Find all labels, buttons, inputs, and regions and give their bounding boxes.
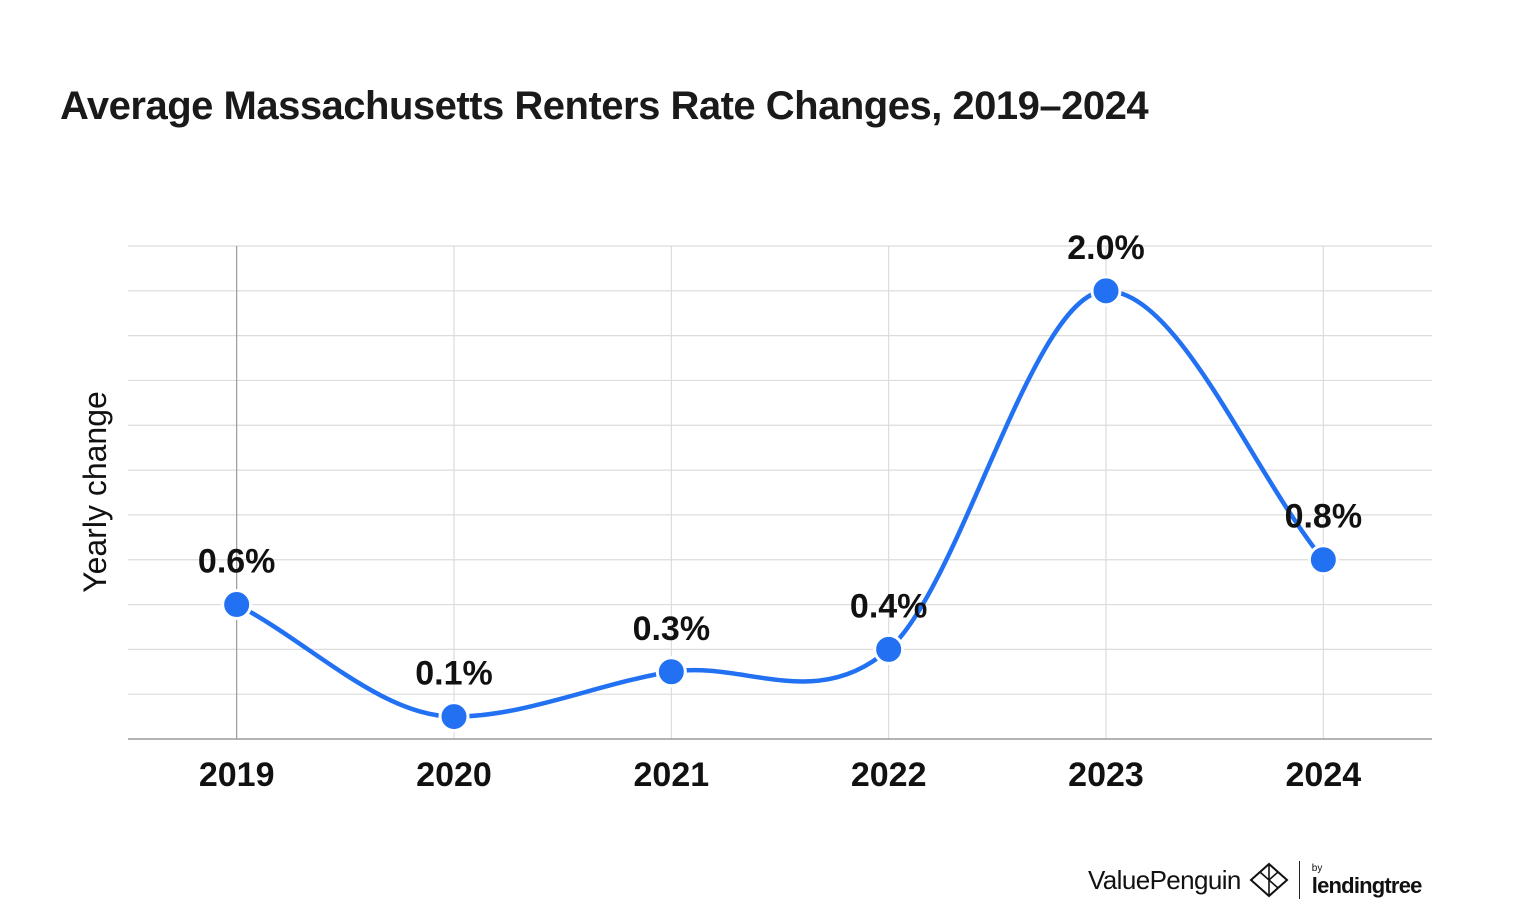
grid-lines (128, 245, 1432, 739)
x-tick-label-2021: 2021 (634, 756, 710, 794)
lendingtree-logo-text: lendingtree (1311, 872, 1423, 898)
data-point-2020 (438, 701, 470, 733)
data-label-2019: 0.6% (198, 543, 276, 581)
chart-title: Average Massachusetts Renters Rate Chang… (60, 84, 1149, 128)
data-labels: 0.6% 0.1% 0.3% 0.4% 2.0% 0.8% (198, 229, 1362, 693)
data-label-2021: 0.3% (633, 610, 711, 648)
footer-divider (1298, 861, 1300, 899)
data-label-2024: 0.8% (1285, 498, 1363, 536)
x-tick-label-2023: 2023 (1068, 756, 1144, 794)
data-label-2022: 0.4% (850, 587, 928, 625)
x-tick-label-2020: 2020 (416, 756, 492, 794)
valuepenguin-logo-icon (1249, 862, 1289, 898)
series-line-path (235, 288, 1326, 719)
data-point-2024 (1307, 544, 1339, 576)
data-point-2023 (1090, 275, 1122, 307)
data-label-2020: 0.1% (415, 655, 493, 693)
valuepenguin-logo-text: ValuePenguin (1088, 864, 1241, 895)
data-point-2022 (873, 633, 905, 665)
y-axis-label: Yearly change (77, 391, 113, 593)
data-point-2021 (655, 656, 687, 688)
data-point-2019 (221, 589, 253, 621)
data-markers (221, 275, 1339, 733)
lendingtree-logo: by lendingtree (1311, 862, 1423, 898)
series-line (235, 288, 1326, 719)
x-tick-label-2024: 2024 (1286, 756, 1362, 794)
x-tick-label-2019: 2019 (199, 756, 275, 794)
footer-branding: ValuePenguin by lendingtree (1088, 860, 1422, 900)
x-tick-label-2022: 2022 (851, 756, 927, 794)
data-label-2023: 2.0% (1067, 229, 1145, 267)
x-tick-labels: 2019 2020 2021 2022 2023 2024 (199, 756, 1361, 794)
lendingtree-by-text: by (1311, 862, 1323, 874)
